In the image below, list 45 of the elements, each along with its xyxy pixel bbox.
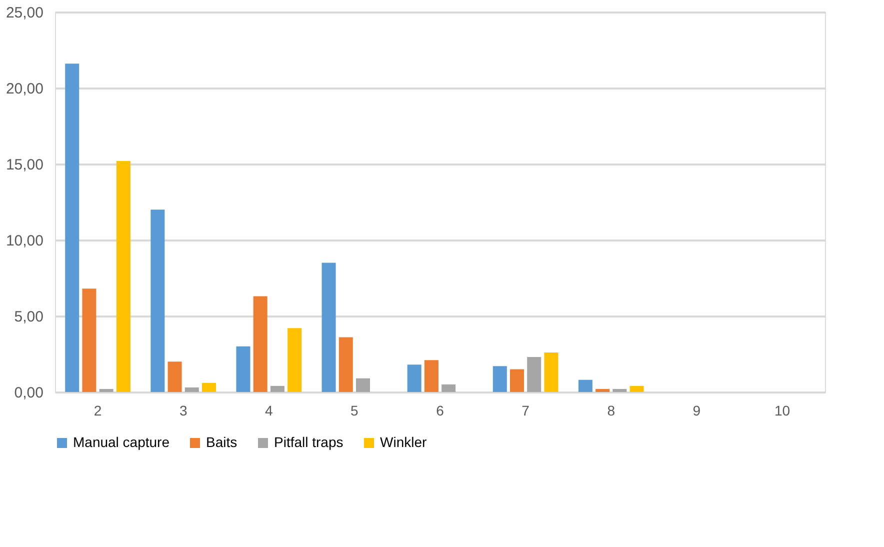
y-tick-label: 15,00 [6, 156, 44, 174]
y-tick-label: 20,00 [6, 80, 44, 98]
y-tick-label: 10,00 [6, 232, 44, 250]
bar [253, 296, 268, 392]
bar [82, 288, 96, 392]
legend-label: Winkler [380, 434, 428, 450]
x-tick-label: 5 [350, 402, 359, 418]
x-tick-label: 9 [692, 402, 701, 418]
legend-label: Baits [206, 434, 238, 450]
bar [150, 210, 165, 392]
x-tick-label: 10 [774, 402, 790, 418]
legend-label: Pitfall traps [274, 434, 344, 450]
x-tick-label: 3 [179, 402, 188, 418]
x-tick-label: 2 [94, 402, 102, 418]
x-tick-label: 4 [264, 402, 273, 418]
bar [65, 64, 80, 392]
bar [356, 378, 370, 392]
bar [630, 386, 644, 392]
bar [168, 362, 182, 392]
bar [407, 364, 422, 392]
y-tick-label: 0,00 [14, 384, 44, 402]
legend-label: Manual capture [73, 434, 170, 450]
bar [116, 160, 130, 392]
bar [236, 346, 250, 392]
bar [596, 388, 610, 392]
bar [99, 388, 114, 392]
bar [612, 388, 627, 392]
bar [288, 328, 302, 392]
y-tick-label: 25,00 [6, 4, 44, 22]
bar [510, 369, 524, 392]
bar [544, 352, 558, 392]
bar [202, 382, 216, 392]
bar [527, 357, 542, 392]
bar [424, 360, 438, 392]
bar [184, 387, 199, 392]
y-tick-label: 5,00 [14, 308, 44, 326]
bar [338, 337, 353, 392]
x-tick-label: 8 [607, 402, 616, 418]
bar [270, 386, 284, 392]
bar [492, 366, 507, 392]
x-tick-label: 6 [436, 402, 444, 418]
bar [578, 380, 592, 392]
bar [442, 384, 456, 392]
x-tick-label: 7 [522, 402, 530, 418]
bar [322, 262, 336, 392]
